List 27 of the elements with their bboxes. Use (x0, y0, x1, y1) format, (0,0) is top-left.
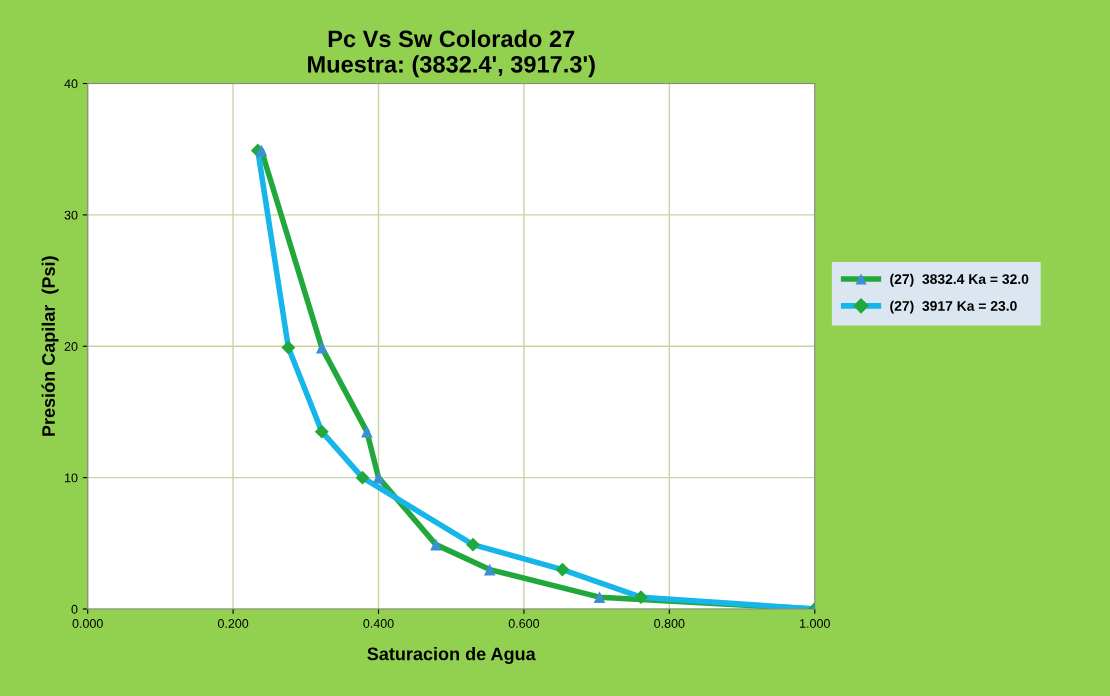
point (255, 144, 268, 157)
point (483, 563, 496, 576)
point (634, 590, 648, 605)
y-tick-label: 10 (65, 473, 78, 483)
y-tick-label: 0 (71, 604, 78, 614)
point (593, 591, 606, 603)
point (281, 340, 296, 355)
point (466, 537, 480, 552)
y-tick-label: 20 (64, 342, 78, 351)
x-tick-label: 1.000 (800, 619, 830, 628)
y-tick-label: 40 (64, 79, 78, 89)
point (355, 470, 370, 485)
chart-title: Pc Vs Sw Colorado 27 Muestra: (3832.4', 3917.3') (308, 29, 595, 78)
point (555, 562, 570, 577)
x-tick-label: 0.600 (508, 619, 540, 628)
y-tick-label: 30 (64, 210, 78, 220)
legend-label: (27) 3832.4 Ka = 32.0 (890, 273, 1029, 287)
point (372, 471, 385, 484)
x-tick-label: 0.000 (72, 619, 103, 628)
legend-label: (27) 3917 Ka = 23.0 (890, 300, 1017, 314)
x-tick-label: 0.200 (217, 619, 249, 628)
x-tick-label: 0.800 (654, 619, 685, 628)
y-axis-title: Presión Capilar (Psi) (41, 256, 59, 436)
point (315, 341, 328, 354)
x-tick-label: 0.400 (363, 619, 394, 628)
x-axis-title: Saturacion de Agua (367, 647, 536, 664)
point (314, 424, 329, 439)
